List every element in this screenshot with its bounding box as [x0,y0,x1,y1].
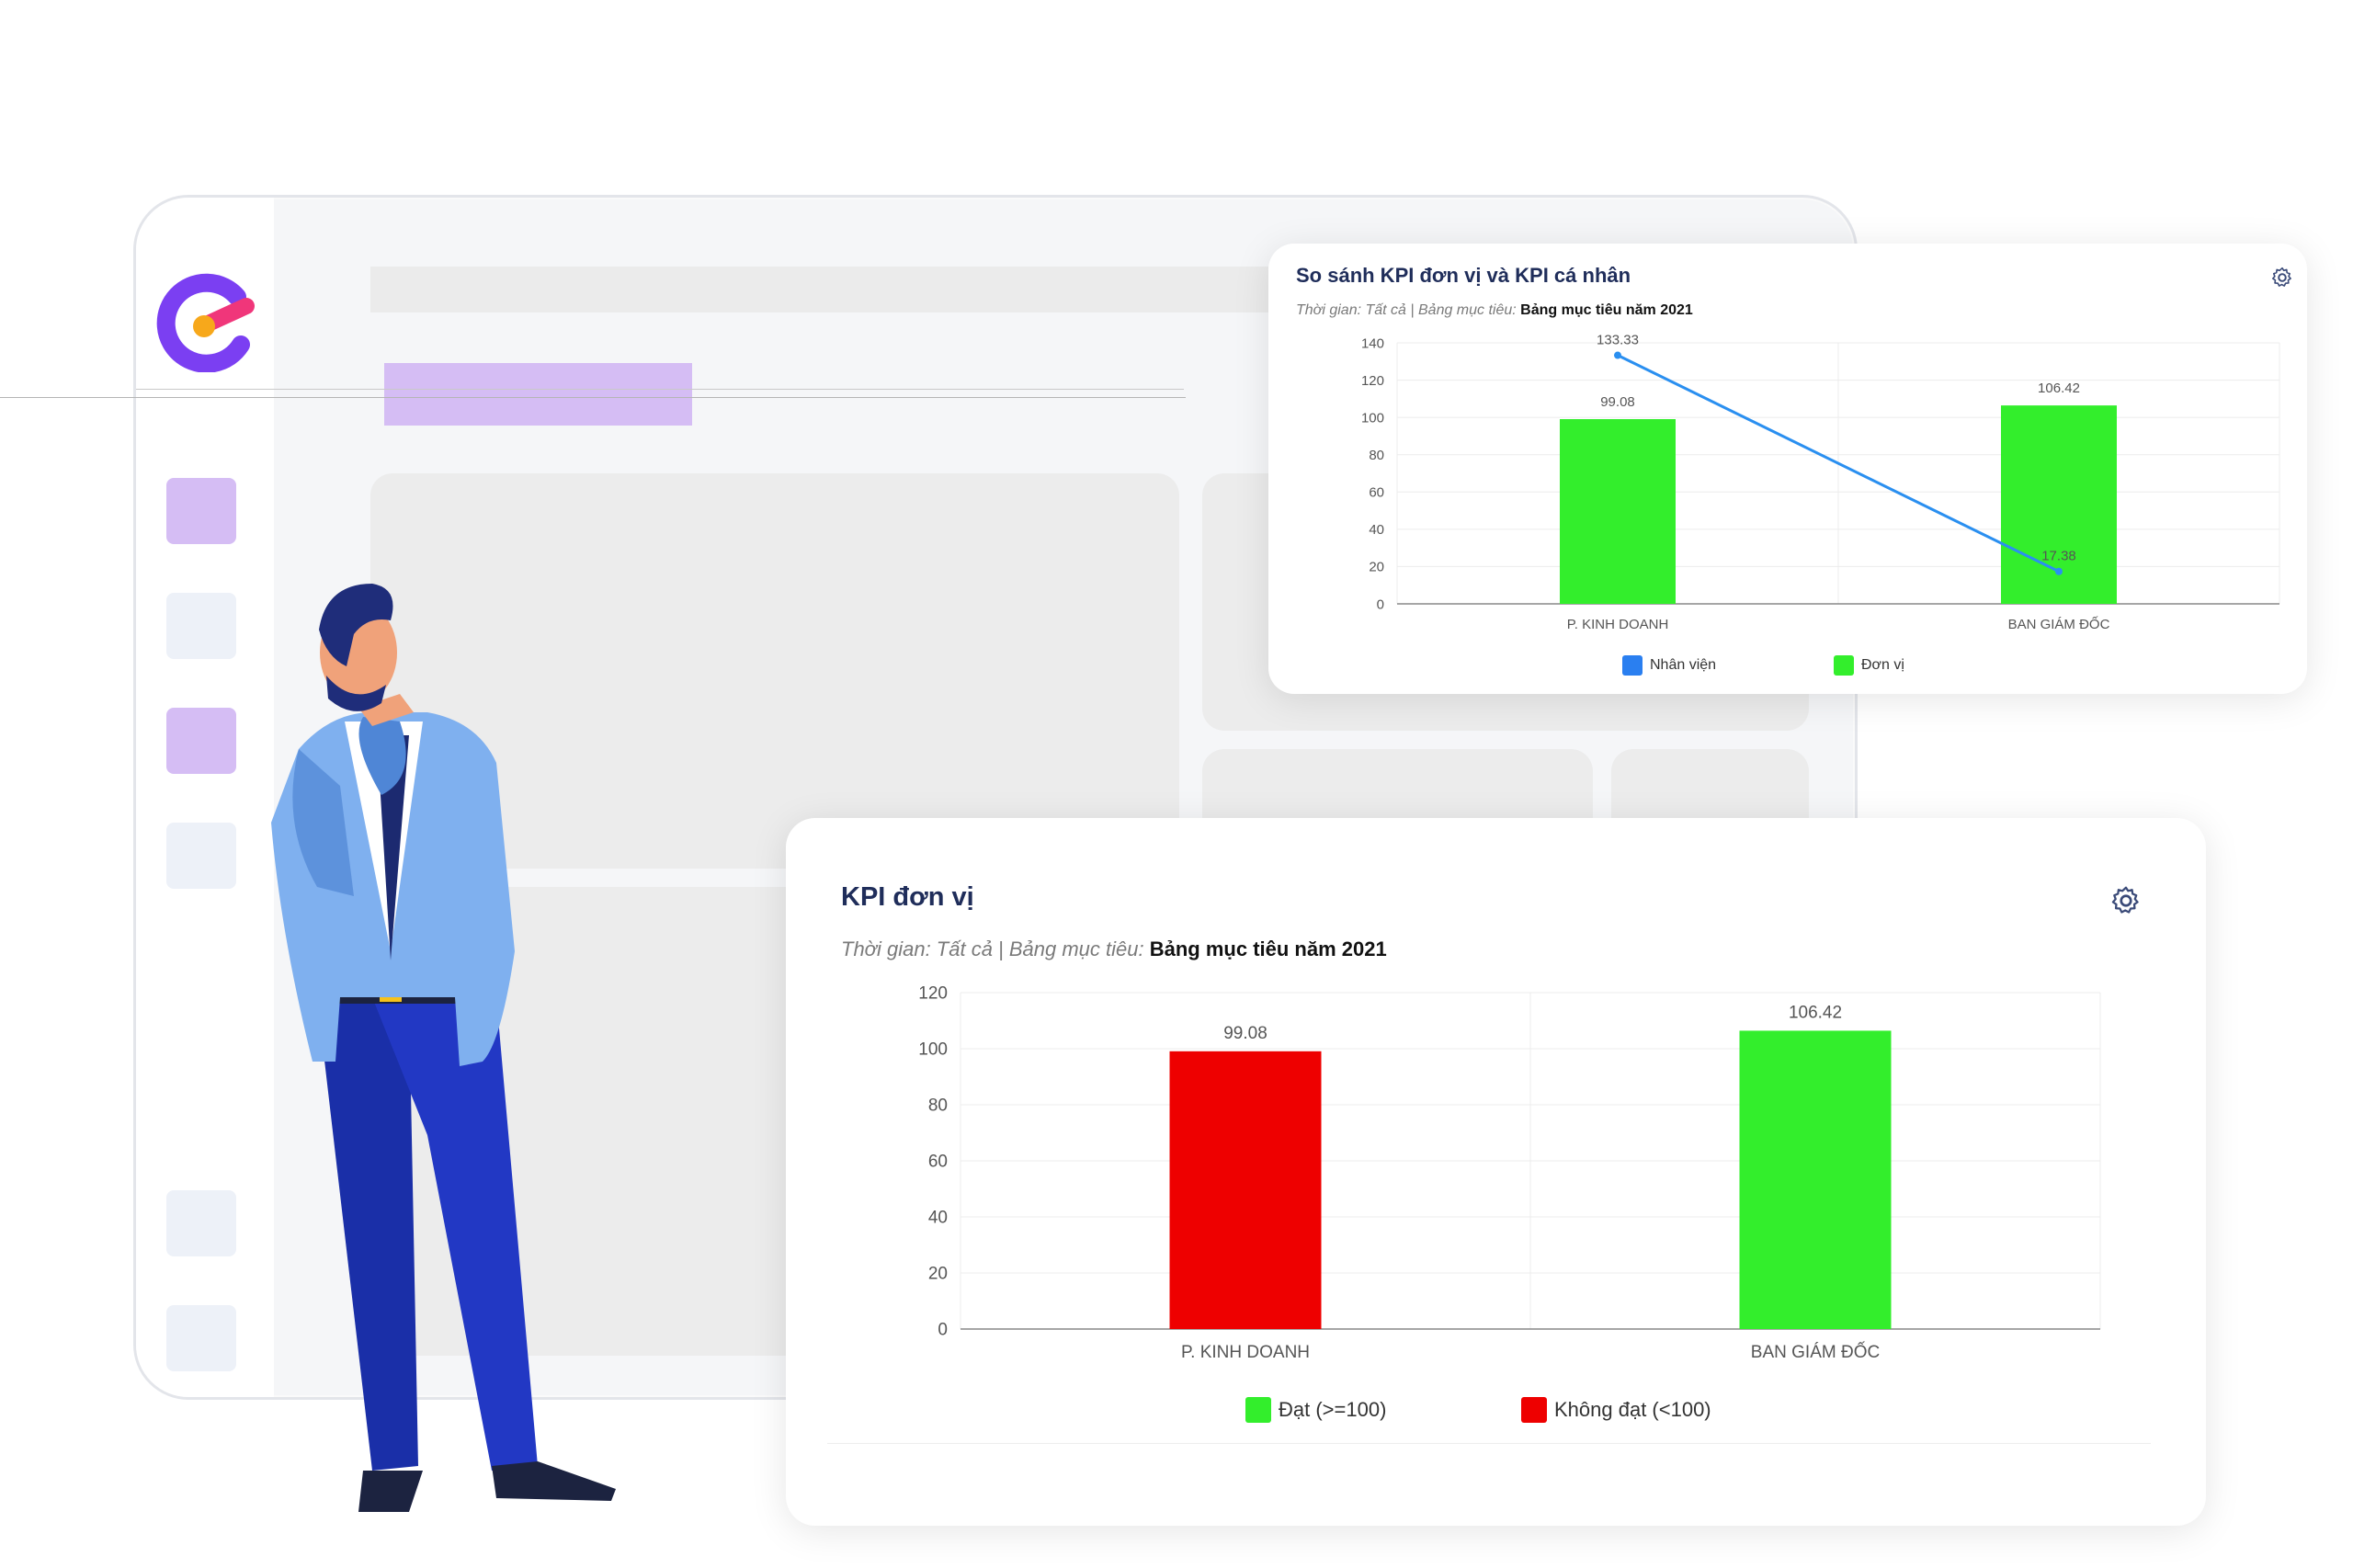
data-label: 17.38 [2041,549,2076,564]
mock-card [370,473,1179,869]
mock-nav-item [166,478,236,544]
legend-item[interactable]: Đơn vị [1834,655,1904,676]
kpi-unit-panel: KPI đơn vị Thời gian: Tất cả | Bảng mục … [786,818,2206,1526]
y-tick-label: 20 [928,1265,948,1284]
mock-tab [384,363,692,426]
y-tick-label: 120 [918,984,948,1004]
line-point [2055,567,2063,575]
line-point [1614,351,1621,359]
subtitle-value: Bảng mục tiêu năm 2021 [1520,302,1693,318]
mock-divider [136,389,1184,390]
y-tick-label: 80 [928,1096,948,1116]
mock-nav-item [166,1190,236,1256]
bar [1169,1051,1322,1329]
subtitle-prefix: Thời gian: Tất cả | Bảng mục tiêu: [841,937,1150,960]
subtitle-prefix: Thời gian: Tất cả | Bảng mục tiêu: [1296,302,1521,318]
panel-subtitle: Thời gian: Tất cả | Bảng mục tiêu: Bảng … [1296,302,1693,319]
y-tick-label: 80 [1369,448,1384,463]
y-tick-label: 0 [1377,597,1384,612]
legend-swatch [1622,655,1643,676]
x-tick-label: P. KINH DOANH [1181,1343,1310,1360]
legend-item[interactable]: Nhân viện [1622,655,1716,676]
mock-nav-item [166,708,236,774]
legend-swatch [1834,655,1854,676]
legend-swatch [1521,1397,1547,1423]
person-illustration [271,584,616,1512]
x-tick-label: BAN GIÁM ĐỐC [2008,616,2110,630]
panel-title: So sánh KPI đơn vị và KPI cá nhân [1296,264,1631,287]
kpi-compare-chart: 0 20 40 60 80 100 120 140 99.08 106.42 133.33 17.38… [1361,333,2280,630]
y-tick-label: 60 [928,1153,948,1172]
x-tick-label: BAN GIÁM ĐỐC [1751,1342,1880,1360]
bar [1560,419,1676,604]
y-tick-label: 60 [1369,485,1384,501]
panel-subtitle: Thời gian: Tất cả | Bảng mục tiêu: Bảng … [841,937,1387,961]
kpi-compare-panel: So sánh KPI đơn vị và KPI cá nhân Thời g… [1268,244,2307,694]
data-label: 106.42 [1789,1003,1842,1022]
y-tick-label: 140 [1361,335,1384,351]
y-tick-label: 40 [928,1209,948,1228]
legend-label: Nhân viện [1650,657,1717,673]
panel-title: KPI đơn vị [841,882,974,912]
legend-label: Không đạt (<100) [1554,1398,1711,1421]
y-tick-label: 100 [918,1040,948,1060]
gear-icon[interactable] [2109,884,2143,917]
legend-label: Đơn vị [1861,657,1904,673]
kpi-unit-chart: 0 20 40 60 80 100 120 99.08 106.42 P. KINH DOANH B… [918,984,2101,1360]
y-tick-label: 120 [1361,373,1384,389]
legend-item[interactable]: Không đạt (<100) [1521,1397,1711,1423]
panel-divider [827,1443,2151,1444]
data-label: 99.08 [1600,394,1635,410]
mock-nav-item [166,593,236,659]
series-line [1617,354,2060,574]
decor-line [0,397,1186,398]
legend-item[interactable]: Đạt (>=100) [1245,1397,1386,1423]
data-label: 133.33 [1597,333,1639,348]
y-tick-label: 0 [938,1321,948,1340]
data-label: 99.08 [1223,1024,1267,1043]
mock-nav-item [166,1305,236,1371]
mock-sidebar [136,198,274,1397]
y-tick-label: 20 [1369,560,1384,575]
x-tick-label: P. KINH DOANH [1567,617,1669,630]
subtitle-value: Bảng mục tiêu năm 2021 [1149,937,1387,960]
y-tick-label: 40 [1369,522,1384,538]
legend-label: Đạt (>=100) [1279,1398,1387,1421]
legend-swatch [1245,1397,1271,1423]
gear-icon[interactable] [2270,266,2294,290]
mock-nav-item [166,823,236,889]
bar [1739,1030,1892,1329]
y-tick-label: 100 [1361,410,1384,426]
brand-logo-icon [156,273,255,372]
data-label: 106.42 [2038,381,2080,396]
